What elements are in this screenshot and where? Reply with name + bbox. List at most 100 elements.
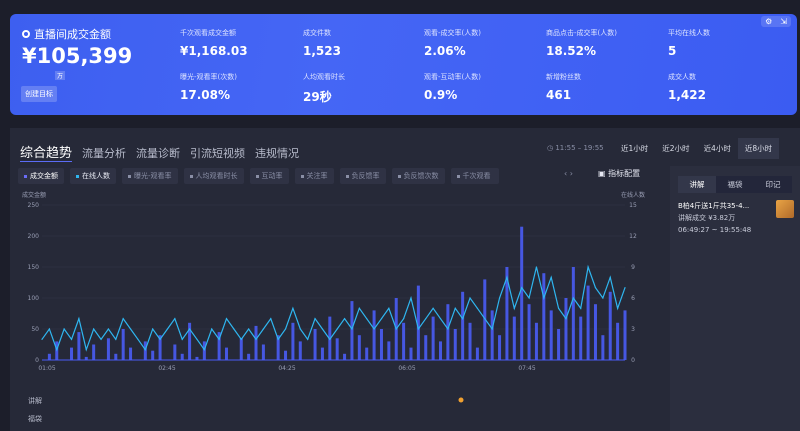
chip-negative-count[interactable]: 负反馈次数 (391, 168, 445, 184)
online-point (439, 318, 442, 320)
sales-bar (387, 341, 391, 360)
online-point (506, 276, 508, 278)
metric-value: 5 (668, 44, 677, 58)
sales-bar (47, 353, 51, 360)
chip-exposure[interactable]: 曝光-观看率 (122, 168, 178, 184)
sales-bar (505, 267, 509, 360)
tab-traffic-analysis[interactable]: 流量分析 (82, 147, 127, 160)
sales-bar (328, 316, 332, 360)
card-tools: ⚙ ⇲ (761, 16, 791, 27)
explain-marker (458, 397, 464, 403)
tab-traffic-diagnosis[interactable]: 流量诊断 (136, 147, 181, 160)
sales-bar (129, 347, 133, 360)
metric: 新增粉丝数 461 (546, 72, 581, 102)
side-panel: 讲解 福袋 印记 B柏4斤送1斤共35-4... 讲解成交 ¥3.82万 06:… (670, 166, 800, 431)
gear-icon[interactable]: ⚙ (765, 17, 773, 26)
sales-bar (527, 304, 531, 360)
online-point (321, 328, 324, 330)
range-4h-button[interactable]: 近4小时 (703, 144, 731, 153)
range-8h-button[interactable]: 近8小时 (737, 138, 780, 159)
sales-bar (475, 347, 479, 360)
metric-label: 商品点击-成交率(人数) (546, 29, 617, 37)
online-point (188, 328, 191, 330)
metric: 曝光-观看率(次数) 17.08% (180, 72, 237, 102)
chip-interaction[interactable]: 互动率 (249, 168, 289, 184)
product-thumbnail (776, 200, 794, 218)
online-point (218, 338, 220, 340)
sales-bar (335, 338, 339, 360)
collapse-icon[interactable]: ⇲ (780, 17, 787, 26)
online-point (336, 328, 338, 330)
sales-bar (446, 304, 450, 360)
side-tabs: 讲解 福袋 印记 (678, 176, 792, 193)
online-point (513, 307, 515, 309)
chevron-right-icon[interactable]: › (569, 169, 573, 178)
online-point (425, 318, 427, 320)
online-point (137, 338, 139, 340)
online-point (48, 328, 50, 330)
trend-panel: 综合趋势 流量分析 流量诊断 引流短视频 违规情况 ◷ 11:55 – 19:5… (10, 128, 800, 431)
range-2h-button[interactable]: 近2小时 (662, 144, 690, 153)
metric-label: 千次观看成交金额 (180, 29, 236, 37)
create-goal-button[interactable]: 创建目标 (21, 86, 57, 102)
sales-bar (202, 341, 206, 360)
x-tick: 01:05 (38, 365, 55, 372)
chip-watch-time[interactable]: 人均观看时长 (183, 168, 244, 184)
chip-follow[interactable]: 关注率 (294, 168, 334, 184)
online-point (299, 328, 301, 330)
side-tab-lucky-bag[interactable]: 福袋 (727, 180, 743, 189)
config-icon: ▣ (598, 169, 609, 178)
range-1h-button[interactable]: 近1小时 (621, 144, 649, 153)
chip-per-thousand[interactable]: 千次观看 (450, 168, 499, 184)
online-point (462, 318, 464, 320)
online-point (122, 318, 124, 320)
metric-label: 平均在线人数 (668, 29, 710, 37)
online-point (181, 338, 183, 340)
chevron-left-icon[interactable]: ‹ (564, 169, 568, 178)
sales-bar (247, 353, 251, 360)
metric-config-button[interactable]: ▣ 指标配置 (598, 168, 640, 179)
explain-item[interactable]: B柏4斤送1斤共35-4... 讲解成交 ¥3.82万 06:49:27 ~ 1… (678, 200, 751, 236)
metric: 千次观看成交金额 ¥1,168.03 (180, 28, 248, 58)
tab-short-video[interactable]: 引流短视频 (190, 147, 246, 160)
chip-online[interactable]: 在线人数 (70, 168, 116, 184)
online-point (565, 318, 567, 320)
sales-bar (564, 298, 568, 360)
clock-icon: ◷ (547, 144, 556, 152)
time-range: ◷ 11:55 – 19:55 (547, 144, 604, 152)
online-point (410, 297, 412, 299)
sales-bar (77, 332, 81, 360)
side-tab-explain[interactable]: 讲解 (678, 176, 716, 193)
trend-chart: 0 50 100 150 200 250 0 3 6 9 12 15 成交金额 在线人数 01:05 02:4… (22, 191, 645, 403)
chip-sales[interactable]: 成交金额 (18, 168, 64, 184)
side-tab-mark[interactable]: 印记 (765, 180, 781, 189)
online-point (329, 338, 331, 340)
online-line (41, 264, 626, 352)
metric-value: 1,422 (668, 88, 706, 102)
item-sales: 讲解成交 ¥3.82万 (678, 214, 736, 222)
online-point (144, 349, 146, 351)
sales-bar (468, 322, 472, 360)
online-point (240, 338, 242, 340)
tab-overall-trend[interactable]: 综合趋势 (20, 142, 73, 162)
metric-value: 461 (546, 88, 572, 102)
metric-label: 观看-成交率(人数) (424, 29, 481, 37)
metric: 平均在线人数 5 (668, 28, 710, 58)
metric-value: 29秒 (303, 90, 332, 104)
chip-negative-rate[interactable]: 负反馈率 (339, 168, 386, 184)
online-point (174, 318, 176, 320)
online-point (225, 318, 228, 320)
range-buttons: 近1小时 近2小时 近4小时 近8小时 (614, 138, 780, 159)
metric: 成交件数 1,523 (303, 28, 341, 58)
sales-bar (542, 273, 546, 360)
y-tick-left: 50 (31, 326, 39, 333)
sales-bar (512, 316, 516, 360)
sales-bar (483, 279, 487, 360)
online-point (521, 287, 523, 289)
sales-bar (291, 322, 295, 360)
metric-value: ¥1,168.03 (180, 44, 248, 58)
online-point (454, 307, 456, 309)
tab-violations[interactable]: 违规情况 (255, 147, 300, 160)
summary-title: 直播间成交金额 (22, 26, 111, 42)
sales-bar (106, 338, 110, 360)
